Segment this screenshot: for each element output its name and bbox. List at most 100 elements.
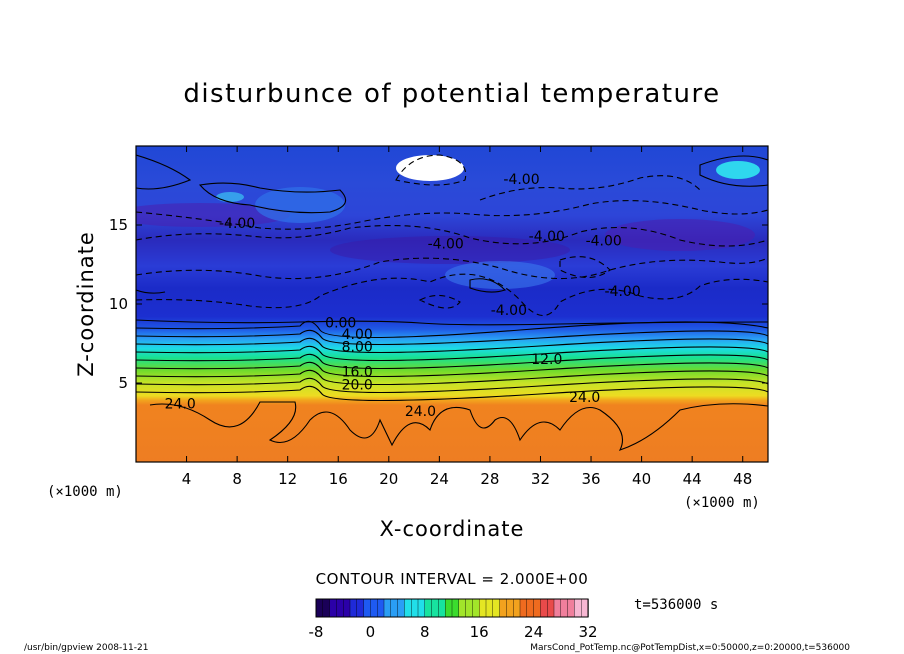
contour-label: -4.00 bbox=[219, 216, 255, 232]
contour-label: 8.00 bbox=[342, 339, 373, 355]
time-label: t=536000 s bbox=[634, 597, 718, 613]
colorbar-tick-label: 16 bbox=[470, 623, 489, 641]
y-axis: 5 10 15 bbox=[109, 216, 768, 392]
colorbar-cell bbox=[560, 598, 569, 618]
colorbar-cell bbox=[506, 598, 514, 618]
contour-label: 24.0 bbox=[405, 404, 436, 420]
contour-label: 20.0 bbox=[342, 377, 373, 393]
contour-label: -4.00 bbox=[605, 284, 641, 300]
colorbar-cell bbox=[404, 598, 412, 618]
colorbar-cell bbox=[567, 598, 576, 618]
x-tick-label: 20 bbox=[379, 470, 398, 488]
colorbar-cell bbox=[363, 598, 372, 618]
colorbar-cell bbox=[411, 598, 419, 618]
x-tick-label: 40 bbox=[632, 470, 651, 488]
colorbar-cell bbox=[574, 598, 582, 618]
colorbar-cell bbox=[458, 598, 467, 618]
contour-label: -4.00 bbox=[491, 303, 527, 319]
y-axis-title: Z-coordinate bbox=[74, 231, 98, 377]
colorbar-cell bbox=[499, 598, 508, 618]
x-tick-label: 44 bbox=[683, 470, 702, 488]
colorbar-cell bbox=[431, 598, 440, 618]
y-tick-label: 15 bbox=[109, 216, 128, 234]
contour-label: 24.0 bbox=[165, 396, 196, 412]
colorbar-cell bbox=[513, 598, 521, 618]
cyan-blob bbox=[216, 192, 244, 202]
colorbar-cell bbox=[465, 598, 474, 618]
white-warm-blob bbox=[396, 155, 464, 181]
x-tick-label: 32 bbox=[531, 470, 550, 488]
contour-label: -4.00 bbox=[503, 172, 539, 188]
colorbar-cell bbox=[329, 598, 338, 618]
colorbar-cell bbox=[438, 598, 446, 618]
contour-label: -4.00 bbox=[529, 229, 565, 245]
colorbar-cell bbox=[492, 598, 501, 618]
contour-label: -4.00 bbox=[428, 237, 464, 253]
x-axis-title: X-coordinate bbox=[380, 517, 525, 541]
x-tick-label: 12 bbox=[278, 470, 297, 488]
y-tick-label: 10 bbox=[109, 295, 128, 313]
colorbar-cell bbox=[424, 598, 433, 618]
colorbar-cell bbox=[349, 598, 358, 618]
colorbar-cell bbox=[322, 598, 331, 618]
chart-title: disturbunce of potential temperature bbox=[183, 79, 720, 109]
colorbar-tick-label: 24 bbox=[524, 623, 543, 641]
colorbar-cell bbox=[479, 598, 487, 618]
colorbar-cell bbox=[581, 598, 589, 618]
contour-label: 24.0 bbox=[569, 390, 600, 406]
contour-label: -4.00 bbox=[586, 234, 622, 250]
contour-label: 16.0 bbox=[342, 365, 373, 381]
contour-label: 12.0 bbox=[531, 352, 562, 368]
blue-patch bbox=[445, 261, 555, 289]
colorbar-tick-label: 8 bbox=[420, 623, 430, 641]
contour-labels: 24.0 24.0 24.0 20.016.0 12.0 8.004.000.00 -4.0… bbox=[165, 172, 641, 420]
x-tick-label: 16 bbox=[329, 470, 348, 488]
colorbar-cell bbox=[485, 598, 494, 618]
colorbar-cell bbox=[370, 598, 378, 618]
colorbar-cell bbox=[397, 598, 406, 618]
colorbar-cell bbox=[390, 598, 399, 618]
colorbar-cell bbox=[547, 598, 555, 618]
blue-patch bbox=[255, 187, 345, 223]
colorbar-cell bbox=[377, 598, 385, 618]
colorbar-cell bbox=[315, 598, 324, 618]
purple-band bbox=[136, 203, 290, 227]
colorbar-cell bbox=[540, 598, 548, 618]
colorbar-cell bbox=[451, 598, 460, 618]
colorbar-frame bbox=[315, 598, 589, 618]
colorbar-cell bbox=[336, 598, 344, 618]
purple-band bbox=[605, 219, 755, 251]
colorbar-cell bbox=[445, 598, 453, 618]
colorbar-ticks: -8 0 8 16 24 32 bbox=[309, 623, 598, 641]
purple-band bbox=[330, 236, 570, 264]
x-tick-label: 4 bbox=[182, 470, 192, 488]
x-tick-label: 8 bbox=[232, 470, 242, 488]
colorbar-tick-label: 32 bbox=[578, 623, 597, 641]
footer-right: MarsCond_PotTemp.nc@PotTempDist,x=0:5000… bbox=[530, 643, 850, 653]
colorbar-cell bbox=[417, 598, 426, 618]
dashed-contours bbox=[136, 154, 768, 317]
cyan-blob bbox=[716, 161, 760, 179]
colorbar bbox=[315, 598, 589, 618]
colorbar-cell bbox=[472, 598, 480, 618]
x-axis-unit: (×1000 m) bbox=[684, 495, 760, 511]
plot-area bbox=[136, 146, 768, 462]
colorbar-cell bbox=[519, 598, 528, 618]
colorbar-cell bbox=[383, 598, 392, 618]
colorbar-cell bbox=[533, 598, 542, 618]
colorbar-cell bbox=[343, 598, 351, 618]
contour-label: 0.00 bbox=[325, 316, 356, 332]
footer-left: /usr/bin/gpview 2008-11-21 bbox=[24, 643, 148, 653]
colorbar-tick-label: 0 bbox=[366, 623, 376, 641]
x-tick-label: 28 bbox=[480, 470, 499, 488]
contour-interval: CONTOUR INTERVAL = 2.000E+00 bbox=[316, 570, 589, 588]
y-tick-label: 5 bbox=[118, 374, 128, 392]
colorbar-tick-label: -8 bbox=[309, 623, 324, 641]
x-axis: 4 8 12 16 20 24 28 32 36 40 44 48 bbox=[182, 146, 752, 488]
y-axis-unit: (×1000 m) bbox=[47, 484, 123, 500]
colorbar-cell bbox=[356, 598, 365, 618]
x-tick-label: 24 bbox=[430, 470, 449, 488]
colorbar-cell bbox=[526, 598, 535, 618]
colorbar-cell bbox=[553, 598, 562, 618]
